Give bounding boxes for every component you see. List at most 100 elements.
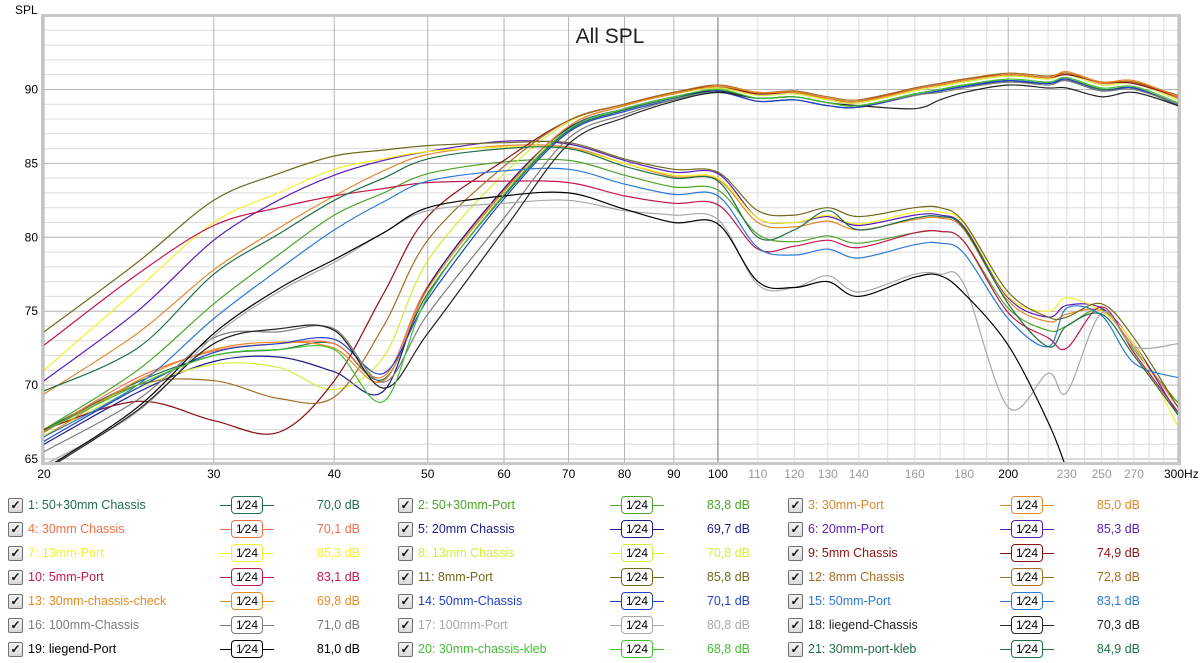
legend-label: 19: liegend-Port bbox=[28, 642, 117, 656]
smoothing-button[interactable]: 1⁄24 bbox=[220, 592, 274, 610]
smoothing-button[interactable]: 1⁄24 bbox=[1000, 640, 1054, 658]
smoothing-button[interactable]: 1⁄24 bbox=[610, 616, 664, 634]
legend-label: 1: 50+30mm Chassis bbox=[28, 498, 146, 512]
legend-label: 7: 13mm-Port bbox=[28, 546, 104, 560]
smoothing-label: 1⁄24 bbox=[621, 568, 653, 586]
smoothing-button[interactable]: 1⁄24 bbox=[1000, 496, 1054, 514]
legend-checkbox[interactable]: ✓ bbox=[398, 522, 413, 537]
y-axis-label: SPL bbox=[15, 3, 38, 17]
legend-item: ✓ 20: 30mm-chassis-kleb 1⁄24 68,8 dB bbox=[398, 639, 778, 659]
x-tick-label: 90 bbox=[667, 467, 681, 481]
y-tick-label: 75 bbox=[25, 304, 39, 318]
legend-value: 81,0 dB bbox=[316, 642, 360, 656]
legend-checkbox[interactable]: ✓ bbox=[8, 618, 23, 633]
x-tick-label: 80 bbox=[618, 467, 632, 481]
legend-checkbox[interactable]: ✓ bbox=[8, 642, 23, 657]
legend-item: ✓ 19: liegend-Port 1⁄24 81,0 dB bbox=[8, 639, 388, 659]
legend-checkbox[interactable]: ✓ bbox=[8, 522, 23, 537]
legend-checkbox[interactable]: ✓ bbox=[8, 594, 23, 609]
legend-value: 85,8 dB bbox=[706, 570, 750, 584]
legend-item: ✓ 2: 50+30mm-Port 1⁄24 83,8 dB bbox=[398, 495, 778, 515]
smoothing-button[interactable]: 1⁄24 bbox=[1000, 592, 1054, 610]
legend-checkbox[interactable]: ✓ bbox=[8, 546, 23, 561]
legend-checkbox[interactable]: ✓ bbox=[398, 642, 413, 657]
smoothing-button[interactable]: 1⁄24 bbox=[220, 616, 274, 634]
legend-value: 85,3 dB bbox=[1096, 522, 1140, 536]
smoothing-label: 1⁄24 bbox=[621, 496, 653, 514]
x-tick-label: 110 bbox=[748, 467, 767, 481]
smoothing-button[interactable]: 1⁄24 bbox=[1000, 544, 1054, 562]
smoothing-button[interactable]: 1⁄24 bbox=[610, 592, 664, 610]
legend-checkbox[interactable]: ✓ bbox=[788, 594, 803, 609]
smoothing-label: 1⁄24 bbox=[231, 592, 263, 610]
legend-value: 72,8 dB bbox=[1096, 570, 1140, 584]
legend-label: 11: 8mm-Port bbox=[418, 570, 493, 584]
legend-item: ✓ 4: 30mm Chassis 1⁄24 70,1 dB bbox=[8, 519, 388, 539]
smoothing-label: 1⁄24 bbox=[231, 496, 263, 514]
legend-checkbox[interactable]: ✓ bbox=[8, 498, 23, 513]
smoothing-button[interactable]: 1⁄24 bbox=[610, 496, 664, 514]
legend-checkbox[interactable]: ✓ bbox=[398, 618, 413, 633]
smoothing-button[interactable]: 1⁄24 bbox=[220, 544, 274, 562]
legend-checkbox[interactable]: ✓ bbox=[398, 594, 413, 609]
legend-checkbox[interactable]: ✓ bbox=[788, 522, 803, 537]
smoothing-label: 1⁄24 bbox=[1011, 520, 1043, 538]
legend-value: 83,1 dB bbox=[316, 570, 360, 584]
smoothing-button[interactable]: 1⁄24 bbox=[610, 568, 664, 586]
legend-item: ✓ 16: 100mm-Chassis 1⁄24 71,0 dB bbox=[8, 615, 388, 635]
smoothing-button[interactable]: 1⁄24 bbox=[610, 520, 664, 538]
smoothing-label: 1⁄24 bbox=[231, 640, 263, 658]
legend-item: ✓ 13: 30mm-chassis-check 1⁄24 69,8 dB bbox=[8, 591, 388, 611]
x-tick-label: 30 bbox=[207, 467, 221, 481]
smoothing-label: 1⁄24 bbox=[621, 616, 653, 634]
smoothing-button[interactable]: 1⁄24 bbox=[220, 568, 274, 586]
legend-item: ✓ 18: liegend-Chassis 1⁄24 70,3 dB bbox=[788, 615, 1168, 635]
legend-item: ✓ 9: 5mm Chassis 1⁄24 74,9 dB bbox=[788, 543, 1168, 563]
legend-checkbox[interactable]: ✓ bbox=[398, 498, 413, 513]
legend-item: ✓ 17: 100mm-Port 1⁄24 80,8 dB bbox=[398, 615, 778, 635]
legend-checkbox[interactable]: ✓ bbox=[788, 618, 803, 633]
smoothing-button[interactable]: 1⁄24 bbox=[220, 496, 274, 514]
legend-checkbox[interactable]: ✓ bbox=[398, 546, 413, 561]
smoothing-button[interactable]: 1⁄24 bbox=[1000, 520, 1054, 538]
x-tick-label: 40 bbox=[328, 467, 342, 481]
spl-chart[interactable]: 65 70 75 80 85 90 20 30 40 50 60 70 80 90 100 110 120 13… bbox=[0, 0, 1200, 490]
legend-label: 6: 20mm-Port bbox=[808, 522, 884, 536]
legend-checkbox[interactable]: ✓ bbox=[398, 570, 413, 585]
series-line-15 bbox=[44, 167, 1178, 438]
legend-value: 83,1 dB bbox=[1096, 594, 1140, 608]
smoothing-button[interactable]: 1⁄24 bbox=[220, 640, 274, 658]
x-tick-label: 140 bbox=[849, 467, 869, 481]
x-tick-label: 180 bbox=[954, 467, 974, 481]
smoothing-button[interactable]: 1⁄24 bbox=[220, 520, 274, 538]
legend-checkbox[interactable]: ✓ bbox=[788, 546, 803, 561]
legend-value: 74,9 dB bbox=[1096, 546, 1140, 560]
legend-label: 14: 50mm-Chassis bbox=[418, 594, 523, 608]
legend-item: ✓ 1: 50+30mm Chassis 1⁄24 70,0 dB bbox=[8, 495, 388, 515]
smoothing-button[interactable]: 1⁄24 bbox=[610, 544, 664, 562]
legend-label: 16: 100mm-Chassis bbox=[28, 618, 140, 632]
series-line-7 bbox=[44, 146, 1178, 427]
smoothing-button[interactable]: 1⁄24 bbox=[1000, 568, 1054, 586]
smoothing-label: 1⁄24 bbox=[1011, 592, 1043, 610]
legend-label: 10: 5mm-Port bbox=[28, 570, 104, 584]
series-line-13 bbox=[44, 71, 1178, 438]
legend-checkbox[interactable]: ✓ bbox=[8, 570, 23, 585]
legend-checkbox[interactable]: ✓ bbox=[788, 570, 803, 585]
legend-value: 70,1 dB bbox=[316, 522, 360, 536]
legend-item: ✓ 14: 50mm-Chassis 1⁄24 70,1 dB bbox=[398, 591, 778, 611]
x-axis-ticks: 20 30 40 50 60 70 80 90 100 110 120 130 140 160 180 200… bbox=[37, 467, 1198, 481]
legend-checkbox[interactable]: ✓ bbox=[788, 642, 803, 657]
smoothing-label: 1⁄24 bbox=[621, 520, 653, 538]
smoothing-label: 1⁄24 bbox=[1011, 544, 1043, 562]
legend-label: 13: 30mm-chassis-check bbox=[28, 594, 167, 608]
smoothing-label: 1⁄24 bbox=[1011, 640, 1043, 658]
plot-area[interactable] bbox=[44, 17, 1178, 462]
smoothing-button[interactable]: 1⁄24 bbox=[610, 640, 664, 658]
legend-checkbox[interactable]: ✓ bbox=[788, 498, 803, 513]
smoothing-button[interactable]: 1⁄24 bbox=[1000, 616, 1054, 634]
legend-item: ✓ 5: 20mm Chassis 1⁄24 69,7 dB bbox=[398, 519, 778, 539]
legend-label: 15: 50mm-Port bbox=[808, 594, 891, 608]
smoothing-label: 1⁄24 bbox=[231, 520, 263, 538]
x-tick-label: 20 bbox=[37, 467, 51, 481]
